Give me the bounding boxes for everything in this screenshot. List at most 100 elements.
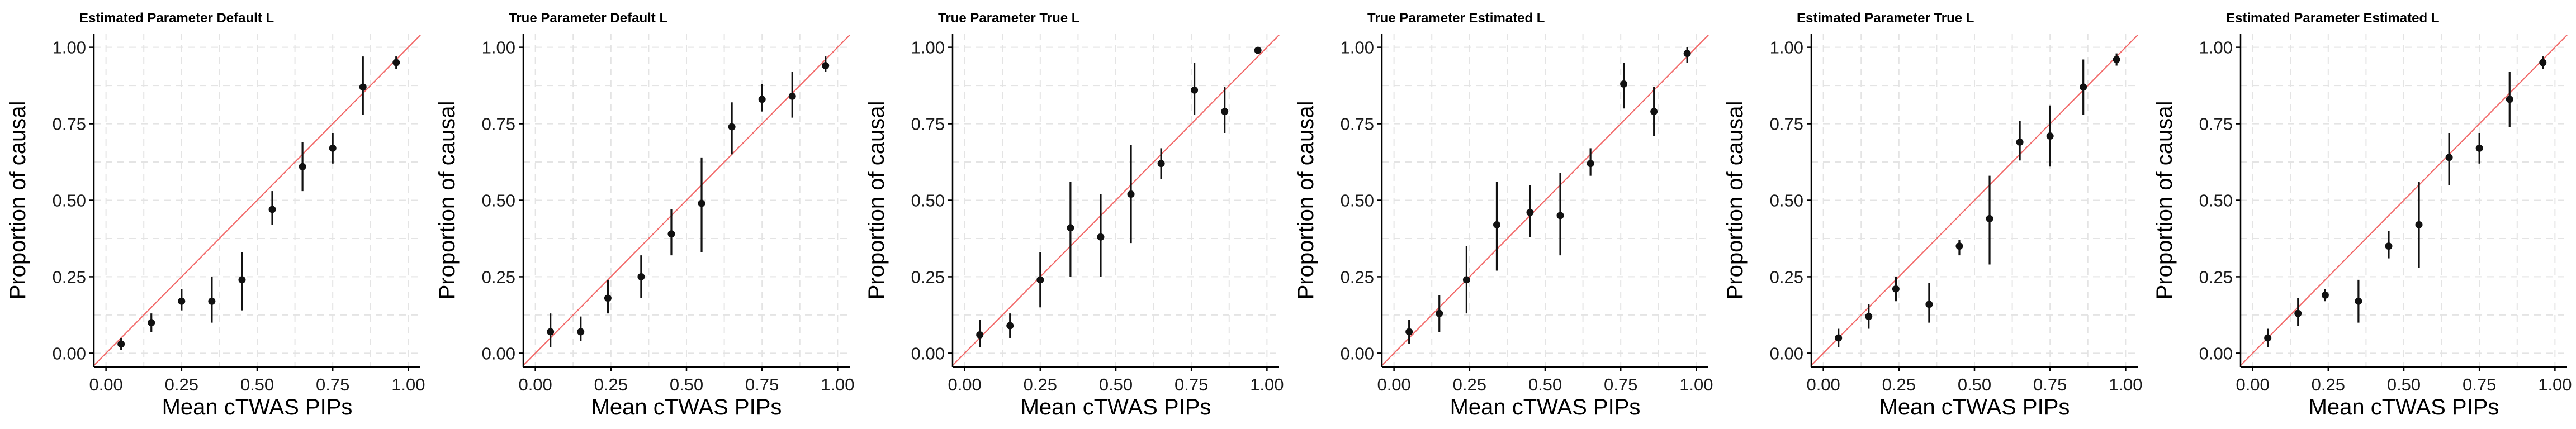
panel-title: Estimated Parameter Estimated L (2226, 11, 2439, 26)
data-point (1683, 50, 1691, 58)
x-tick-label: 0.00 (1806, 375, 1840, 394)
y-axis-title: Proportion of causal (2152, 101, 2177, 300)
x-axis-title: Mean cTWAS PIPs (162, 395, 353, 420)
y-tick-label: 0.50 (482, 191, 515, 211)
panel-title: True Parameter True L (938, 11, 1079, 26)
data-point (1254, 46, 1262, 54)
reference-line (2240, 34, 2568, 366)
y-tick-label: 0.50 (911, 191, 945, 211)
data-point (667, 230, 675, 238)
data-point (1925, 301, 1933, 308)
data-point (208, 297, 216, 305)
y-axis-title: Proportion of causal (6, 101, 30, 300)
chart-panel: Estimated Parameter True L 0.000.00 0.25 0.… (1723, 11, 2143, 420)
data-point (2445, 154, 2453, 161)
panel-title: True Parameter Estimated L (1367, 11, 1545, 26)
data-point (2415, 221, 2423, 228)
y-tick-label: 0.75 (1770, 115, 1803, 134)
y-tick-label: 0.25 (482, 267, 515, 287)
data-point (1006, 322, 1014, 330)
y-tick-label: 0.25 (911, 267, 945, 287)
data-point (1462, 276, 1470, 284)
x-axis-title: Mean cTWAS PIPs (2309, 395, 2499, 420)
data-point (1556, 212, 1564, 220)
x-tick-label: 0.25 (2312, 375, 2345, 394)
y-tick-label: 1.00 (1341, 38, 1374, 58)
data-point (1620, 80, 1628, 88)
x-tick-label: 0.25 (594, 375, 628, 394)
data-point (1835, 334, 1843, 342)
y-tick-label: 0.75 (53, 115, 86, 134)
x-tick-label: 1.00 (2538, 375, 2572, 394)
data-point (2113, 56, 2120, 64)
chart-panel: Estimated Parameter Estimated L 0.000.00 0… (2152, 11, 2572, 420)
x-tick-label: 0.75 (2463, 375, 2496, 394)
y-tick-label: 0.00 (482, 344, 515, 363)
data-point (1157, 160, 1165, 168)
data-point (2016, 138, 2024, 146)
x-axis-title: Mean cTWAS PIPs (1450, 395, 1641, 420)
y-tick-label: 0.50 (1341, 191, 1374, 211)
data-point (2475, 144, 2483, 152)
x-axis-title: Mean cTWAS PIPs (591, 395, 782, 420)
data-point (2264, 334, 2272, 342)
data-point (178, 297, 186, 305)
data-point (392, 59, 400, 66)
x-tick-label: 1.00 (821, 375, 854, 394)
data-point (2506, 96, 2513, 103)
panel-title: True Parameter Default L (509, 11, 667, 26)
data-point (547, 328, 555, 336)
y-tick-label: 0.25 (53, 267, 86, 287)
y-tick-label: 0.00 (1341, 344, 1374, 363)
y-tick-label: 0.75 (911, 115, 945, 134)
y-tick-label: 0.25 (2199, 267, 2233, 287)
data-point (698, 199, 705, 207)
y-tick-label: 0.00 (53, 344, 86, 363)
x-tick-label: 0.00 (1377, 375, 1410, 394)
x-tick-label: 1.00 (2109, 375, 2142, 394)
data-point (1097, 233, 1105, 241)
x-tick-label: 0.50 (240, 375, 274, 394)
data-point (976, 331, 984, 339)
x-tick-label: 0.00 (2236, 375, 2269, 394)
data-point (1067, 224, 1074, 232)
x-tick-label: 0.50 (1958, 375, 1991, 394)
data-point (329, 144, 337, 152)
x-tick-label: 0.75 (1604, 375, 1637, 394)
data-point (1405, 328, 1413, 336)
data-point (637, 273, 645, 280)
panel-title: Estimated Parameter True L (1797, 11, 1974, 26)
y-tick-label: 1.00 (53, 38, 86, 58)
data-point (2539, 59, 2547, 66)
x-tick-label: 1.00 (1250, 375, 1284, 394)
y-tick-label: 0.75 (482, 115, 515, 134)
reference-line (523, 34, 850, 366)
x-tick-label: 1.00 (391, 375, 425, 394)
data-point (1955, 242, 1963, 250)
y-tick-label: 1.00 (482, 38, 515, 58)
y-tick-label: 1.00 (911, 38, 945, 58)
y-tick-label: 0.50 (1770, 191, 1803, 211)
y-tick-label: 0.75 (1341, 115, 1374, 134)
data-point (117, 340, 125, 348)
x-tick-label: 0.25 (165, 375, 198, 394)
x-tick-label: 0.00 (518, 375, 552, 394)
x-tick-label: 0.00 (89, 375, 122, 394)
y-axis-title: Proportion of causal (864, 101, 889, 300)
data-point (2355, 297, 2362, 305)
data-point (1986, 214, 1993, 222)
data-point (2321, 291, 2329, 299)
x-tick-label: 0.50 (670, 375, 703, 394)
data-point (604, 294, 612, 302)
panel-title: Estimated Parameter Default L (79, 11, 274, 26)
data-point (1191, 86, 1199, 94)
data-point (1221, 108, 1229, 116)
data-point (1127, 190, 1135, 198)
x-tick-label: 0.50 (1528, 375, 1562, 394)
chart-panel: True Parameter Default L 0.000.00 0.25 0.25… (435, 11, 855, 420)
x-tick-label: 0.25 (1882, 375, 1916, 394)
y-tick-label: 0.00 (2199, 344, 2233, 363)
data-point (299, 163, 306, 170)
data-point (238, 276, 246, 284)
